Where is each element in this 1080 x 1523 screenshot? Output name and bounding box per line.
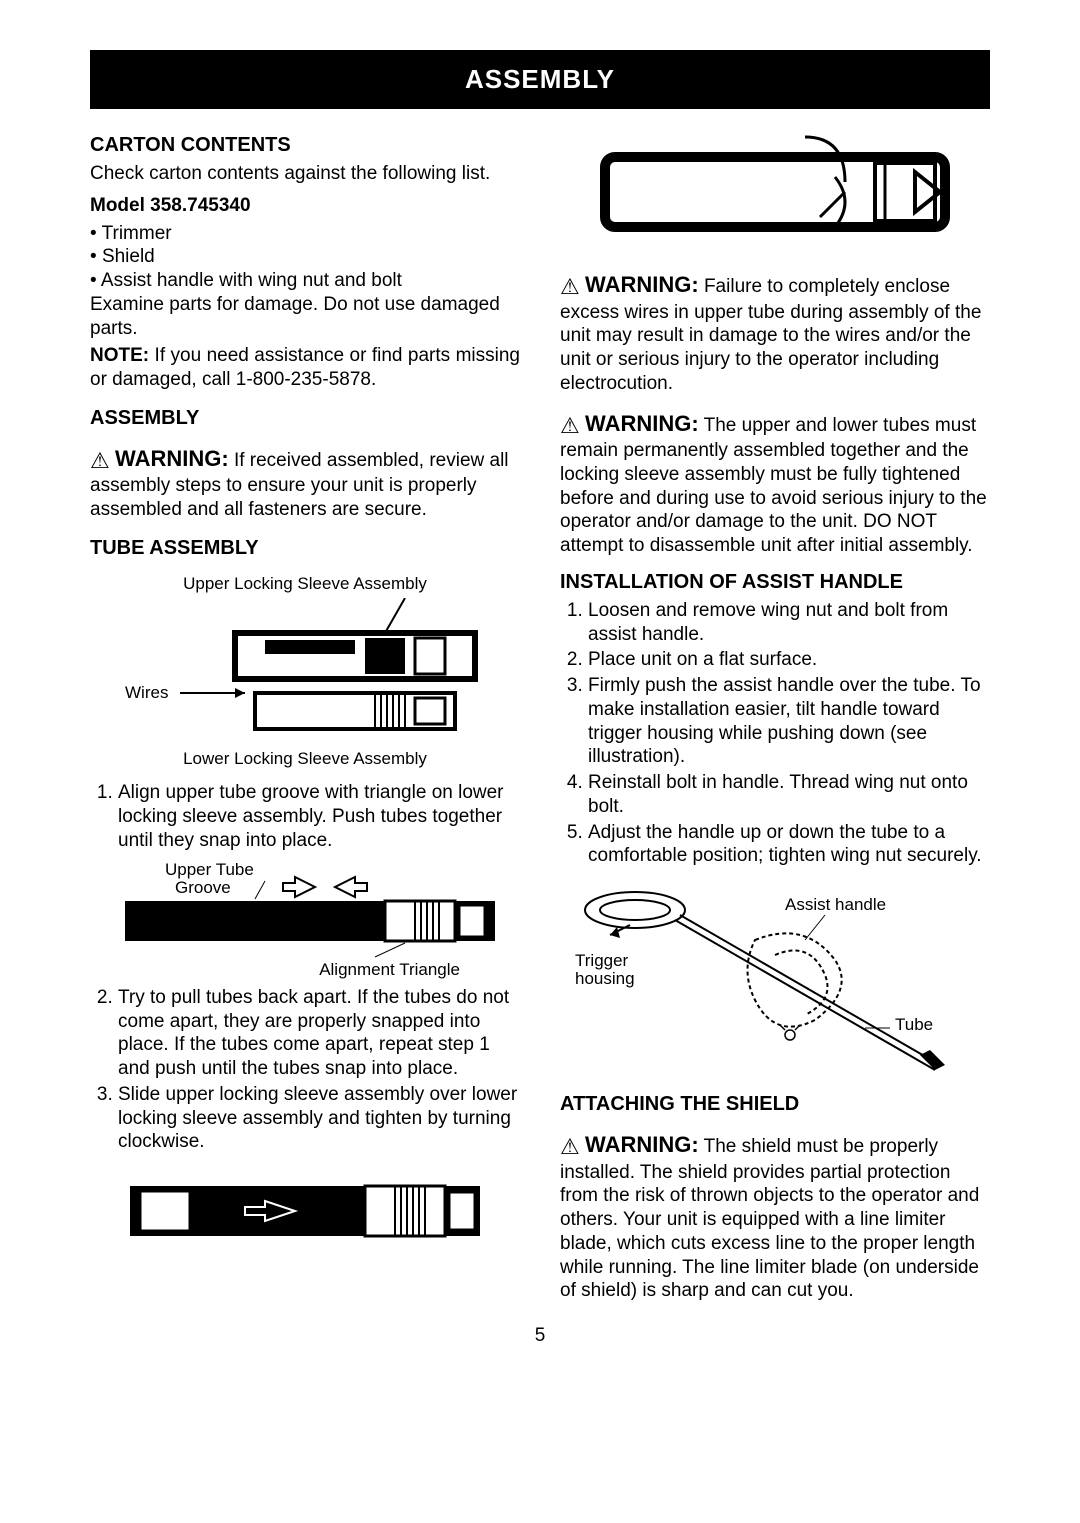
warning-label: WARNING: <box>115 446 229 471</box>
step-item: Loosen and remove wing nut and bolt from… <box>588 599 990 647</box>
figure-upper-tube-groove: Upper Tube Groove Alignme <box>90 859 520 980</box>
warning-label: WARNING: <box>585 411 699 436</box>
fig1-top-caption: Upper Locking Sleeve Assembly <box>90 573 520 594</box>
step-item: Slide upper locking sleeve assembly over… <box>118 1083 520 1154</box>
list-item: Trimmer <box>90 222 520 246</box>
warning-icon: ⚠ <box>90 447 110 475</box>
install-steps: Loosen and remove wing nut and bolt from… <box>560 599 990 868</box>
figure-sleeve-tighten <box>90 1166 520 1256</box>
svg-text:Groove: Groove <box>175 878 231 897</box>
step-item: Reinstall bolt in handle. Thread wing nu… <box>588 771 990 819</box>
warning-1: ⚠ WARNING: If received assembled, review… <box>90 445 520 522</box>
svg-text:housing: housing <box>575 969 635 988</box>
figure-assist-handle: Trigger housing Tube Assist handle <box>560 880 990 1080</box>
left-column: CARTON CONTENTS Check carton contents ag… <box>90 127 520 1307</box>
warning-3: ⚠ WARNING: The upper and lower tubes mus… <box>560 410 990 558</box>
warning-4: ⚠ WARNING: The shield must be properly i… <box>560 1131 990 1303</box>
wires-label: Wires <box>125 683 168 702</box>
svg-text:Upper Tube: Upper Tube <box>165 860 254 879</box>
examine-text: Examine parts for damage. Do not use dam… <box>90 293 520 341</box>
list-item: Assist handle with wing nut and bolt <box>90 269 520 293</box>
right-column: ⚠ WARNING: Failure to completely enclose… <box>560 127 990 1307</box>
step-item: Place unit on a flat surface. <box>588 648 990 672</box>
note-text: If you need assistance or find parts mis… <box>90 345 520 390</box>
list-item: Shield <box>90 245 520 269</box>
note-paragraph: NOTE: If you need assistance or find par… <box>90 344 520 392</box>
page-number: 5 <box>90 1325 990 1347</box>
note-label: NOTE: <box>90 345 149 366</box>
warning-icon: ⚠ <box>560 1133 580 1161</box>
step-item: Try to pull tubes back apart. If the tub… <box>118 986 520 1081</box>
step-item: Align upper tube groove with triangle on… <box>118 781 520 852</box>
fig2-caption: Alignment Triangle <box>90 959 520 980</box>
carton-contents-heading: CARTON CONTENTS <box>90 133 520 158</box>
warning-icon: ⚠ <box>560 273 580 301</box>
svg-text:Tube: Tube <box>895 1015 933 1034</box>
step-item: Adjust the handle up or down the tube to… <box>588 821 990 869</box>
warning-label: WARNING: <box>585 1132 699 1157</box>
two-column-layout: CARTON CONTENTS Check carton contents ag… <box>90 127 990 1307</box>
tube-steps-1: Align upper tube groove with triangle on… <box>90 781 520 852</box>
fig1-bottom-caption: Lower Locking Sleeve Assembly <box>90 748 520 769</box>
warning-label: WARNING: <box>585 272 699 297</box>
step-item: Firmly push the assist handle over the t… <box>588 674 990 769</box>
figure-enclosed-tube <box>560 127 990 257</box>
tube-assembly-heading: TUBE ASSEMBLY <box>90 536 520 561</box>
warning-2: ⚠ WARNING: Failure to completely enclose… <box>560 271 990 396</box>
contents-list: Trimmer Shield Assist handle with wing n… <box>90 222 520 293</box>
sleeve-svg <box>125 1166 485 1256</box>
install-assist-heading: INSTALLATION OF ASSIST HANDLE <box>560 570 990 595</box>
warning-icon: ⚠ <box>560 412 580 440</box>
svg-text:Assist handle: Assist handle <box>785 895 886 914</box>
attaching-shield-heading: ATTACHING THE SHIELD <box>560 1092 990 1117</box>
tube-assembly-svg: Wires <box>125 598 485 748</box>
tube-steps-2: Try to pull tubes back apart. If the tub… <box>90 986 520 1154</box>
carton-contents-text: Check carton contents against the follow… <box>90 162 520 186</box>
assembly-heading: ASSEMBLY <box>90 406 520 431</box>
title-bar: ASSEMBLY <box>90 50 990 109</box>
svg-text:Trigger: Trigger <box>575 951 629 970</box>
model-heading: Model 358.745340 <box>90 194 520 218</box>
enclosed-svg <box>585 127 965 257</box>
groove-svg: Upper Tube Groove <box>115 859 495 959</box>
figure-tube-assembly: Upper Locking Sleeve Assembly Wires <box>90 573 520 770</box>
assist-svg: Trigger housing Tube Assist handle <box>575 880 975 1080</box>
warning-text: The shield must be properly installed. T… <box>560 1136 979 1301</box>
